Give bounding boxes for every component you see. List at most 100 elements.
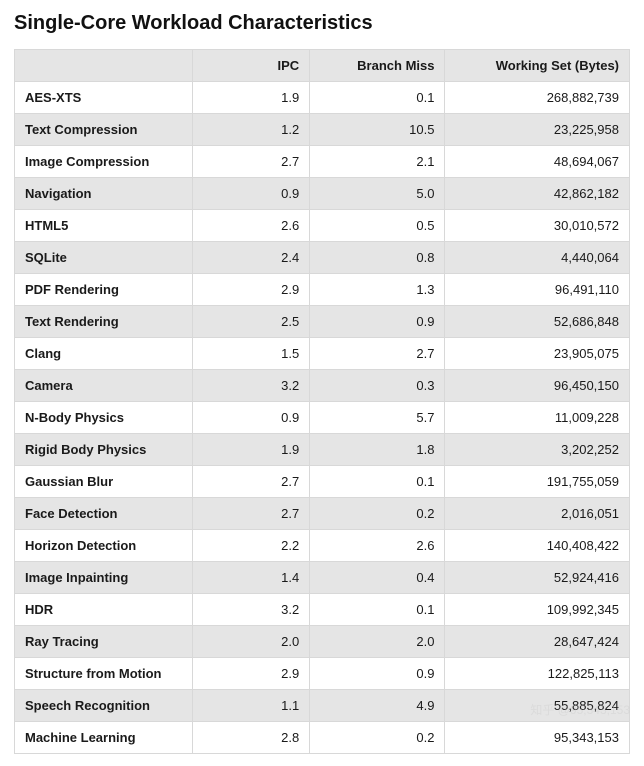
row-branch-miss-cell: 0.2 bbox=[310, 722, 445, 754]
table-row: Text Compression1.210.523,225,958 bbox=[15, 114, 630, 146]
row-name-cell: HDR bbox=[15, 594, 193, 626]
row-branch-miss-cell: 0.1 bbox=[310, 82, 445, 114]
row-ipc-cell: 2.6 bbox=[193, 210, 310, 242]
table-row: Rigid Body Physics1.91.83,202,252 bbox=[15, 434, 630, 466]
row-ipc-cell: 2.9 bbox=[193, 274, 310, 306]
table-row: Image Compression2.72.148,694,067 bbox=[15, 146, 630, 178]
row-name-cell: Ray Tracing bbox=[15, 626, 193, 658]
row-branch-miss-cell: 10.5 bbox=[310, 114, 445, 146]
row-name-cell: Image Inpainting bbox=[15, 562, 193, 594]
row-branch-miss-cell: 0.1 bbox=[310, 466, 445, 498]
row-ipc-cell: 2.7 bbox=[193, 146, 310, 178]
row-working-set-cell: 48,694,067 bbox=[445, 146, 630, 178]
page-title: Single-Core Workload Characteristics bbox=[14, 12, 630, 35]
row-branch-miss-cell: 0.9 bbox=[310, 658, 445, 690]
row-branch-miss-cell: 2.6 bbox=[310, 530, 445, 562]
row-working-set-cell: 3,202,252 bbox=[445, 434, 630, 466]
table-row: Clang1.52.723,905,075 bbox=[15, 338, 630, 370]
row-branch-miss-cell: 2.1 bbox=[310, 146, 445, 178]
row-name-cell: N-Body Physics bbox=[15, 402, 193, 434]
row-branch-miss-cell: 0.9 bbox=[310, 306, 445, 338]
table-row: AES-XTS1.90.1268,882,739 bbox=[15, 82, 630, 114]
row-branch-miss-cell: 0.5 bbox=[310, 210, 445, 242]
row-working-set-cell: 191,755,059 bbox=[445, 466, 630, 498]
table-row: Machine Learning2.80.295,343,153 bbox=[15, 722, 630, 754]
table-body: AES-XTS1.90.1268,882,739Text Compression… bbox=[15, 82, 630, 754]
table-row: PDF Rendering2.91.396,491,110 bbox=[15, 274, 630, 306]
row-working-set-cell: 2,016,051 bbox=[445, 498, 630, 530]
row-name-cell: Face Detection bbox=[15, 498, 193, 530]
row-branch-miss-cell: 5.7 bbox=[310, 402, 445, 434]
row-ipc-cell: 2.4 bbox=[193, 242, 310, 274]
table-row: Horizon Detection2.22.6140,408,422 bbox=[15, 530, 630, 562]
row-ipc-cell: 1.9 bbox=[193, 434, 310, 466]
row-working-set-cell: 11,009,228 bbox=[445, 402, 630, 434]
row-ipc-cell: 2.8 bbox=[193, 722, 310, 754]
row-ipc-cell: 1.9 bbox=[193, 82, 310, 114]
table-row: N-Body Physics0.95.711,009,228 bbox=[15, 402, 630, 434]
row-working-set-cell: 140,408,422 bbox=[445, 530, 630, 562]
row-branch-miss-cell: 5.0 bbox=[310, 178, 445, 210]
row-working-set-cell: 4,440,064 bbox=[445, 242, 630, 274]
row-name-cell: Navigation bbox=[15, 178, 193, 210]
row-ipc-cell: 1.2 bbox=[193, 114, 310, 146]
row-ipc-cell: 0.9 bbox=[193, 178, 310, 210]
row-working-set-cell: 28,647,424 bbox=[445, 626, 630, 658]
row-working-set-cell: 122,825,113 bbox=[445, 658, 630, 690]
row-working-set-cell: 109,992,345 bbox=[445, 594, 630, 626]
row-working-set-cell: 96,491,110 bbox=[445, 274, 630, 306]
row-ipc-cell: 2.7 bbox=[193, 466, 310, 498]
row-working-set-cell: 23,905,075 bbox=[445, 338, 630, 370]
row-branch-miss-cell: 0.1 bbox=[310, 594, 445, 626]
row-name-cell: Machine Learning bbox=[15, 722, 193, 754]
row-working-set-cell: 52,924,416 bbox=[445, 562, 630, 594]
row-working-set-cell: 42,862,182 bbox=[445, 178, 630, 210]
row-name-cell: Text Rendering bbox=[15, 306, 193, 338]
table-row: Gaussian Blur2.70.1191,755,059 bbox=[15, 466, 630, 498]
table-row: Speech Recognition1.14.955,885,824 bbox=[15, 690, 630, 722]
row-branch-miss-cell: 0.4 bbox=[310, 562, 445, 594]
row-name-cell: Horizon Detection bbox=[15, 530, 193, 562]
row-name-cell: Image Compression bbox=[15, 146, 193, 178]
row-branch-miss-cell: 0.3 bbox=[310, 370, 445, 402]
row-ipc-cell: 0.9 bbox=[193, 402, 310, 434]
table-row: Structure from Motion2.90.9122,825,113 bbox=[15, 658, 630, 690]
row-name-cell: Rigid Body Physics bbox=[15, 434, 193, 466]
row-name-cell: AES-XTS bbox=[15, 82, 193, 114]
row-branch-miss-cell: 1.8 bbox=[310, 434, 445, 466]
row-ipc-cell: 3.2 bbox=[193, 594, 310, 626]
row-branch-miss-cell: 0.8 bbox=[310, 242, 445, 274]
row-ipc-cell: 1.4 bbox=[193, 562, 310, 594]
table-header-row: IPC Branch Miss Working Set (Bytes) bbox=[15, 50, 630, 82]
table-row: Text Rendering2.50.952,686,848 bbox=[15, 306, 630, 338]
table-row: HTML52.60.530,010,572 bbox=[15, 210, 630, 242]
table-row: Image Inpainting1.40.452,924,416 bbox=[15, 562, 630, 594]
row-branch-miss-cell: 2.0 bbox=[310, 626, 445, 658]
row-branch-miss-cell: 0.2 bbox=[310, 498, 445, 530]
row-working-set-cell: 268,882,739 bbox=[445, 82, 630, 114]
workload-table: IPC Branch Miss Working Set (Bytes) AES-… bbox=[14, 49, 630, 754]
row-ipc-cell: 1.1 bbox=[193, 690, 310, 722]
col-header-branch-miss: Branch Miss bbox=[310, 50, 445, 82]
table-row: SQLite2.40.84,440,064 bbox=[15, 242, 630, 274]
col-header-working-set: Working Set (Bytes) bbox=[445, 50, 630, 82]
row-name-cell: Gaussian Blur bbox=[15, 466, 193, 498]
row-name-cell: HTML5 bbox=[15, 210, 193, 242]
table-row: Face Detection2.70.22,016,051 bbox=[15, 498, 630, 530]
table-row: Ray Tracing2.02.028,647,424 bbox=[15, 626, 630, 658]
row-name-cell: Speech Recognition bbox=[15, 690, 193, 722]
row-working-set-cell: 55,885,824 bbox=[445, 690, 630, 722]
row-working-set-cell: 30,010,572 bbox=[445, 210, 630, 242]
row-working-set-cell: 96,450,150 bbox=[445, 370, 630, 402]
row-ipc-cell: 2.0 bbox=[193, 626, 310, 658]
row-name-cell: Text Compression bbox=[15, 114, 193, 146]
row-ipc-cell: 3.2 bbox=[193, 370, 310, 402]
row-branch-miss-cell: 1.3 bbox=[310, 274, 445, 306]
row-name-cell: SQLite bbox=[15, 242, 193, 274]
row-ipc-cell: 2.7 bbox=[193, 498, 310, 530]
row-working-set-cell: 23,225,958 bbox=[445, 114, 630, 146]
table-row: Navigation0.95.042,862,182 bbox=[15, 178, 630, 210]
col-header-name bbox=[15, 50, 193, 82]
row-ipc-cell: 2.2 bbox=[193, 530, 310, 562]
row-branch-miss-cell: 2.7 bbox=[310, 338, 445, 370]
